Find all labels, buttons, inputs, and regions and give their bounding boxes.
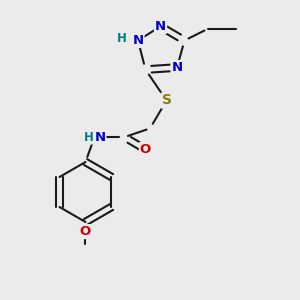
Text: N: N [94,130,106,144]
Text: O: O [140,143,151,156]
Text: N: N [171,61,183,74]
Text: H: H [117,32,126,45]
Text: H: H [84,130,93,144]
Text: S: S [161,94,172,107]
Text: N: N [155,20,166,33]
Text: O: O [80,225,91,238]
Text: N: N [132,34,144,47]
